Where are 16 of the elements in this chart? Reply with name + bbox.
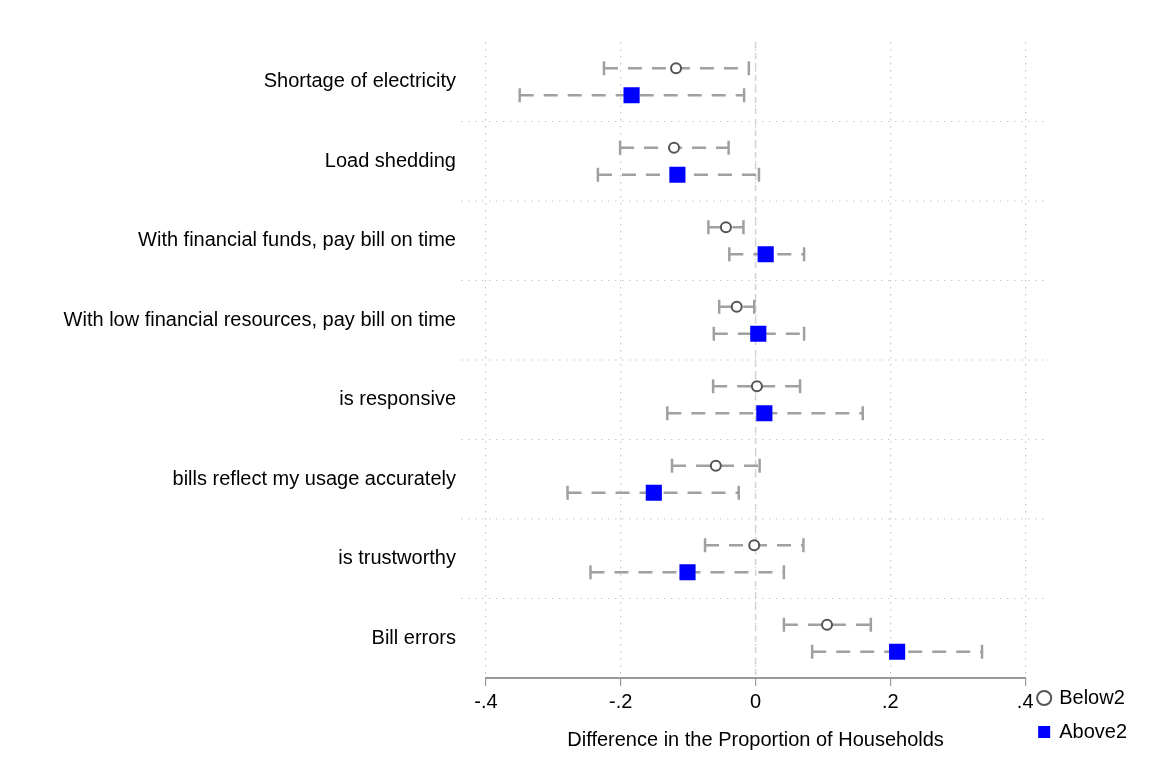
y-tick-label: is trustworthy [338,546,456,569]
x-axis-title: Difference in the Proportion of Households [567,727,944,750]
y-tick-label: is responsive [339,387,456,410]
y-tick-label: With low financial resources, pay bill on time [63,307,456,330]
x-tick-label: 0 [750,689,762,712]
legend-label: Below2 [1059,685,1125,708]
x-tick-label: -.4 [474,689,498,712]
y-tick-label: Shortage of electricity [263,69,456,92]
x-tick-label: .2 [882,689,899,712]
y-tick-label: With financial funds, pay bill on time [138,228,456,251]
x-tick-label: -.2 [609,689,633,712]
y-tick-label: bills reflect my usage accurately [172,466,456,489]
x-tick-label: .4 [1016,689,1034,712]
y-tick-label: Load shedding [324,148,456,171]
y-tick-label: Bill errors [371,625,456,648]
legend-label: Above2 [1059,719,1128,742]
